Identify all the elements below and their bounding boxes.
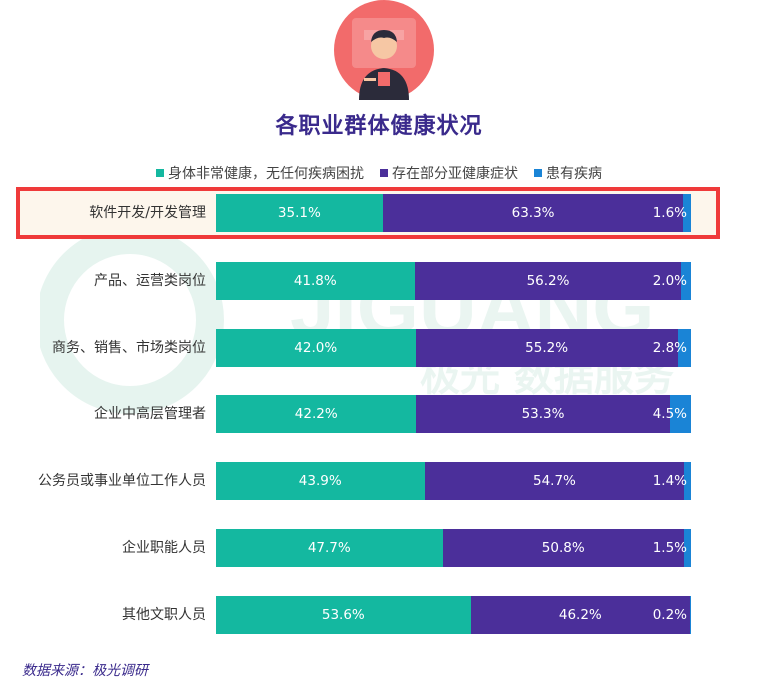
bar-segment [416, 395, 670, 433]
legend-swatch [156, 169, 164, 177]
data-label: 54.7% [532, 473, 576, 489]
data-label: 35.1% [277, 205, 321, 221]
data-label: 42.0% [294, 340, 338, 356]
bar-row [216, 194, 691, 232]
bar-segment [216, 194, 383, 232]
legend-item: 患有疾病 [534, 163, 602, 183]
person-illustration [334, 0, 434, 100]
data-label: 41.8% [293, 273, 337, 289]
category-label: 企业中高层管理者 [94, 406, 206, 422]
bar-segment [683, 529, 691, 567]
bar-segment [470, 596, 691, 634]
data-label: 53.6% [321, 607, 365, 623]
chart-title: 各职业群体健康状况 [275, 114, 483, 139]
data-label: 1.4% [652, 473, 687, 489]
data-label: 42.2% [294, 406, 338, 422]
bar-row [216, 329, 691, 367]
legend-label: 存在部分亚健康症状 [392, 166, 518, 182]
data-label: 43.9% [298, 473, 342, 489]
bar-segment [216, 596, 471, 634]
data-label: 47.7% [307, 540, 351, 556]
data-label: 4.5% [652, 406, 687, 422]
category-label: 企业职能人员 [122, 540, 206, 556]
bar-row [216, 596, 691, 634]
bar-segment [684, 462, 691, 500]
bar-row [216, 395, 691, 433]
category-label: 其他文职人员 [122, 607, 206, 623]
bar-segment [424, 462, 685, 500]
data-label: 2.0% [652, 273, 687, 289]
bar-segment [415, 329, 678, 367]
category-label: 产品、运营类岗位 [94, 273, 206, 289]
bar-segment [216, 395, 417, 433]
data-label: 1.6% [652, 205, 687, 221]
bar-segment [414, 262, 682, 300]
data-label: 46.2% [558, 607, 602, 623]
bar-segment [382, 194, 684, 232]
data-label: 53.3% [521, 406, 565, 422]
legend-swatch [534, 169, 542, 177]
legend-label: 患有疾病 [546, 166, 602, 182]
data-label: 0.2% [652, 607, 687, 623]
data-source-note: 数据来源：极光调研 [22, 663, 148, 679]
category-label: 公务员或事业单位工作人员 [38, 473, 206, 489]
bar-segment [669, 395, 691, 433]
bar-segment [690, 596, 691, 634]
data-label: 63.3% [511, 205, 555, 221]
bar-segment [216, 462, 425, 500]
data-label: 50.8% [541, 540, 585, 556]
data-label: 55.2% [525, 340, 569, 356]
bar-segment [216, 529, 443, 567]
legend-label: 身体非常健康，无任何疾病困扰 [168, 166, 364, 182]
legend-swatch [380, 169, 388, 177]
bar-row [216, 262, 691, 300]
bar-segment [681, 262, 691, 300]
bar-row [216, 529, 691, 567]
data-label: 1.5% [652, 540, 687, 556]
bar-segment [216, 329, 416, 367]
legend-item: 身体非常健康，无任何疾病困扰 [156, 163, 364, 183]
category-label: 软件开发/开发管理 [89, 205, 206, 221]
data-label: 56.2% [526, 273, 570, 289]
bar-segment [442, 529, 684, 567]
bar-segment [216, 262, 415, 300]
bar-segment [683, 194, 691, 232]
legend-item: 存在部分亚健康症状 [380, 163, 518, 183]
bar-row [216, 462, 691, 500]
bar-segment [677, 329, 691, 367]
data-label: 2.8% [652, 340, 687, 356]
chart-legend: 身体非常健康，无任何疾病困扰 存在部分亚健康症状 患有疾病 [0, 163, 758, 183]
category-label: 商务、销售、市场类岗位 [52, 340, 206, 356]
